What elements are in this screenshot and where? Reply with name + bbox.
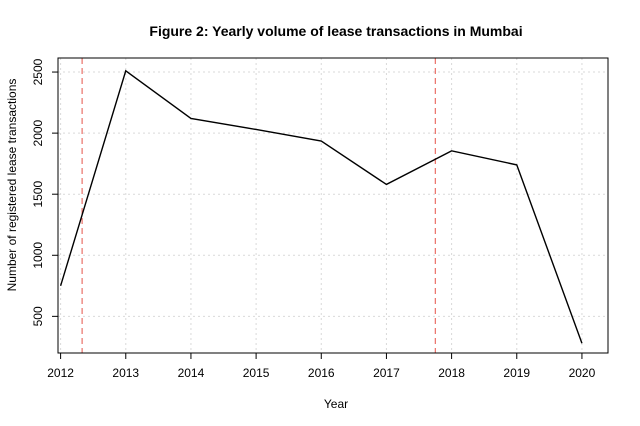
plot-frame (57, 57, 609, 354)
reference-lines (81, 58, 436, 353)
x-axis: 2012 2013 2014 2015 2016 2017 2018 2019 2020 (47, 353, 596, 380)
y-tick-label: 1000 (31, 242, 45, 269)
y-tick-label: 1500 (31, 181, 45, 208)
x-tick-label: 2019 (503, 366, 530, 380)
x-tick-label: 2018 (438, 366, 465, 380)
x-tick-label: 2016 (308, 366, 335, 380)
x-tick-label: 2020 (569, 366, 596, 380)
y-tick-label: 500 (31, 306, 45, 326)
y-tick-label: 2000 (31, 119, 45, 146)
y-tick-label: 2500 (31, 58, 45, 85)
series-line (59, 69, 583, 344)
x-tick-label: 2015 (243, 366, 270, 380)
x-tick-label: 2013 (112, 366, 139, 380)
x-tick-label: 2012 (47, 366, 74, 380)
grid (58, 58, 608, 353)
x-tick-label: 2014 (178, 366, 205, 380)
x-tick-label: 2017 (373, 366, 400, 380)
y-axis-label: Number of registered lease transactions (5, 79, 19, 292)
x-axis-label: Year (324, 397, 348, 411)
chart-title: Figure 2: Yearly volume of lease transac… (149, 23, 522, 39)
y-axis: 500 1000 1500 2000 2500 (31, 58, 58, 326)
